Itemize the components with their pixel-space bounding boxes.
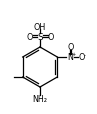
Text: S: S [37,32,43,41]
Text: -: - [84,53,86,57]
Text: O: O [79,53,85,62]
Text: O: O [26,32,32,41]
Text: +: + [71,52,76,57]
Text: O: O [67,43,74,52]
Text: NH₂: NH₂ [32,94,48,103]
Text: OH: OH [34,22,46,31]
Text: N: N [67,53,73,62]
Text: O: O [48,32,54,41]
